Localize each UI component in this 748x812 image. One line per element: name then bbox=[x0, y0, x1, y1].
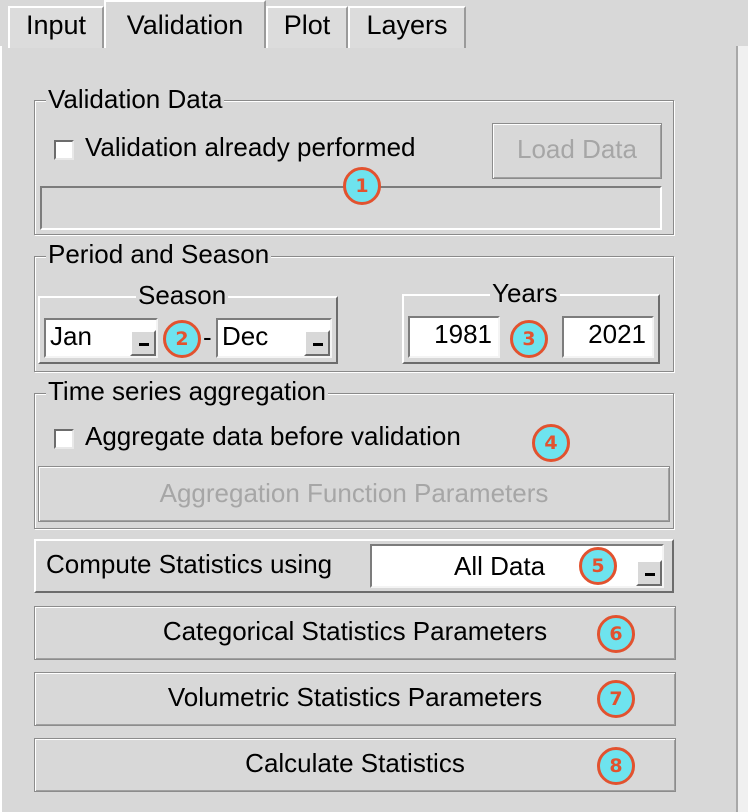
tab-validation-label: Validation bbox=[126, 10, 244, 40]
year-end-value: 2021 bbox=[588, 319, 646, 349]
annotation-badge-6: 6 bbox=[597, 615, 635, 653]
season-end-value: Dec bbox=[222, 321, 269, 351]
annotation-badge-5: 5 bbox=[579, 547, 617, 585]
calculate-statistics-button[interactable]: Calculate Statistics bbox=[34, 738, 676, 792]
tab-layers-label: Layers bbox=[366, 10, 448, 40]
volumetric-statistics-label: Volumetric Statistics Parameters bbox=[167, 682, 543, 712]
aggregate-label: Aggregate data before validation bbox=[85, 421, 461, 451]
validation-data-title: Validation Data bbox=[46, 84, 225, 114]
annotation-badge-4: 4 bbox=[532, 424, 570, 462]
annotation-badge-2: 2 bbox=[163, 320, 201, 358]
tab-strip: Input Validation Plot Layers bbox=[0, 0, 748, 48]
categorical-statistics-button[interactable]: Categorical Statistics Parameters bbox=[34, 606, 676, 660]
season-start-value: Jan bbox=[50, 321, 92, 351]
aggregation-params-button[interactable]: Aggregation Function Parameters bbox=[38, 466, 670, 522]
panel-right-edge bbox=[736, 46, 748, 812]
season-end-dropdown-icon[interactable] bbox=[304, 330, 330, 356]
validation-data-group bbox=[34, 100, 674, 235]
season-title: Season bbox=[136, 280, 229, 310]
season-separator: - bbox=[203, 322, 212, 352]
year-start-input[interactable]: 1981 bbox=[408, 316, 500, 358]
compute-statistics-select[interactable]: All Data bbox=[370, 544, 664, 588]
tab-input-label: Input bbox=[25, 10, 87, 40]
categorical-statistics-label: Categorical Statistics Parameters bbox=[162, 616, 548, 646]
annotation-badge-7: 7 bbox=[597, 680, 635, 718]
tab-input[interactable]: Input bbox=[8, 6, 104, 48]
tab-validation[interactable]: Validation bbox=[104, 0, 266, 48]
annotation-badge-8: 8 bbox=[597, 747, 635, 785]
validation-performed-label: Validation already performed bbox=[85, 132, 416, 162]
calculate-statistics-label: Calculate Statistics bbox=[245, 748, 465, 778]
aggregation-group bbox=[34, 393, 674, 529]
tab-plot[interactable]: Plot bbox=[266, 6, 348, 48]
compute-statistics-label: Compute Statistics using bbox=[46, 549, 333, 579]
aggregate-checkbox[interactable] bbox=[54, 429, 74, 449]
compute-statistics-dropdown-icon[interactable] bbox=[636, 560, 662, 586]
tab-layers[interactable]: Layers bbox=[348, 6, 466, 48]
year-end-input[interactable]: 2021 bbox=[562, 316, 654, 358]
validation-performed-checkbox[interactable] bbox=[54, 140, 74, 160]
year-start-value: 1981 bbox=[434, 319, 492, 349]
period-season-group bbox=[34, 256, 674, 372]
annotation-badge-1: 1 bbox=[343, 167, 381, 205]
compute-statistics-value: All Data bbox=[454, 551, 546, 581]
aggregation-title: Time series aggregation bbox=[46, 376, 328, 406]
years-title: Years bbox=[490, 278, 560, 308]
load-data-button[interactable]: Load Data bbox=[492, 123, 662, 179]
volumetric-statistics-button[interactable]: Volumetric Statistics Parameters bbox=[34, 672, 676, 726]
annotation-badge-3: 3 bbox=[510, 320, 548, 358]
season-start-dropdown-icon[interactable] bbox=[130, 330, 156, 356]
panel-left-edge bbox=[0, 46, 8, 812]
tab-plot-label: Plot bbox=[283, 10, 331, 40]
period-season-title: Period and Season bbox=[46, 239, 272, 269]
